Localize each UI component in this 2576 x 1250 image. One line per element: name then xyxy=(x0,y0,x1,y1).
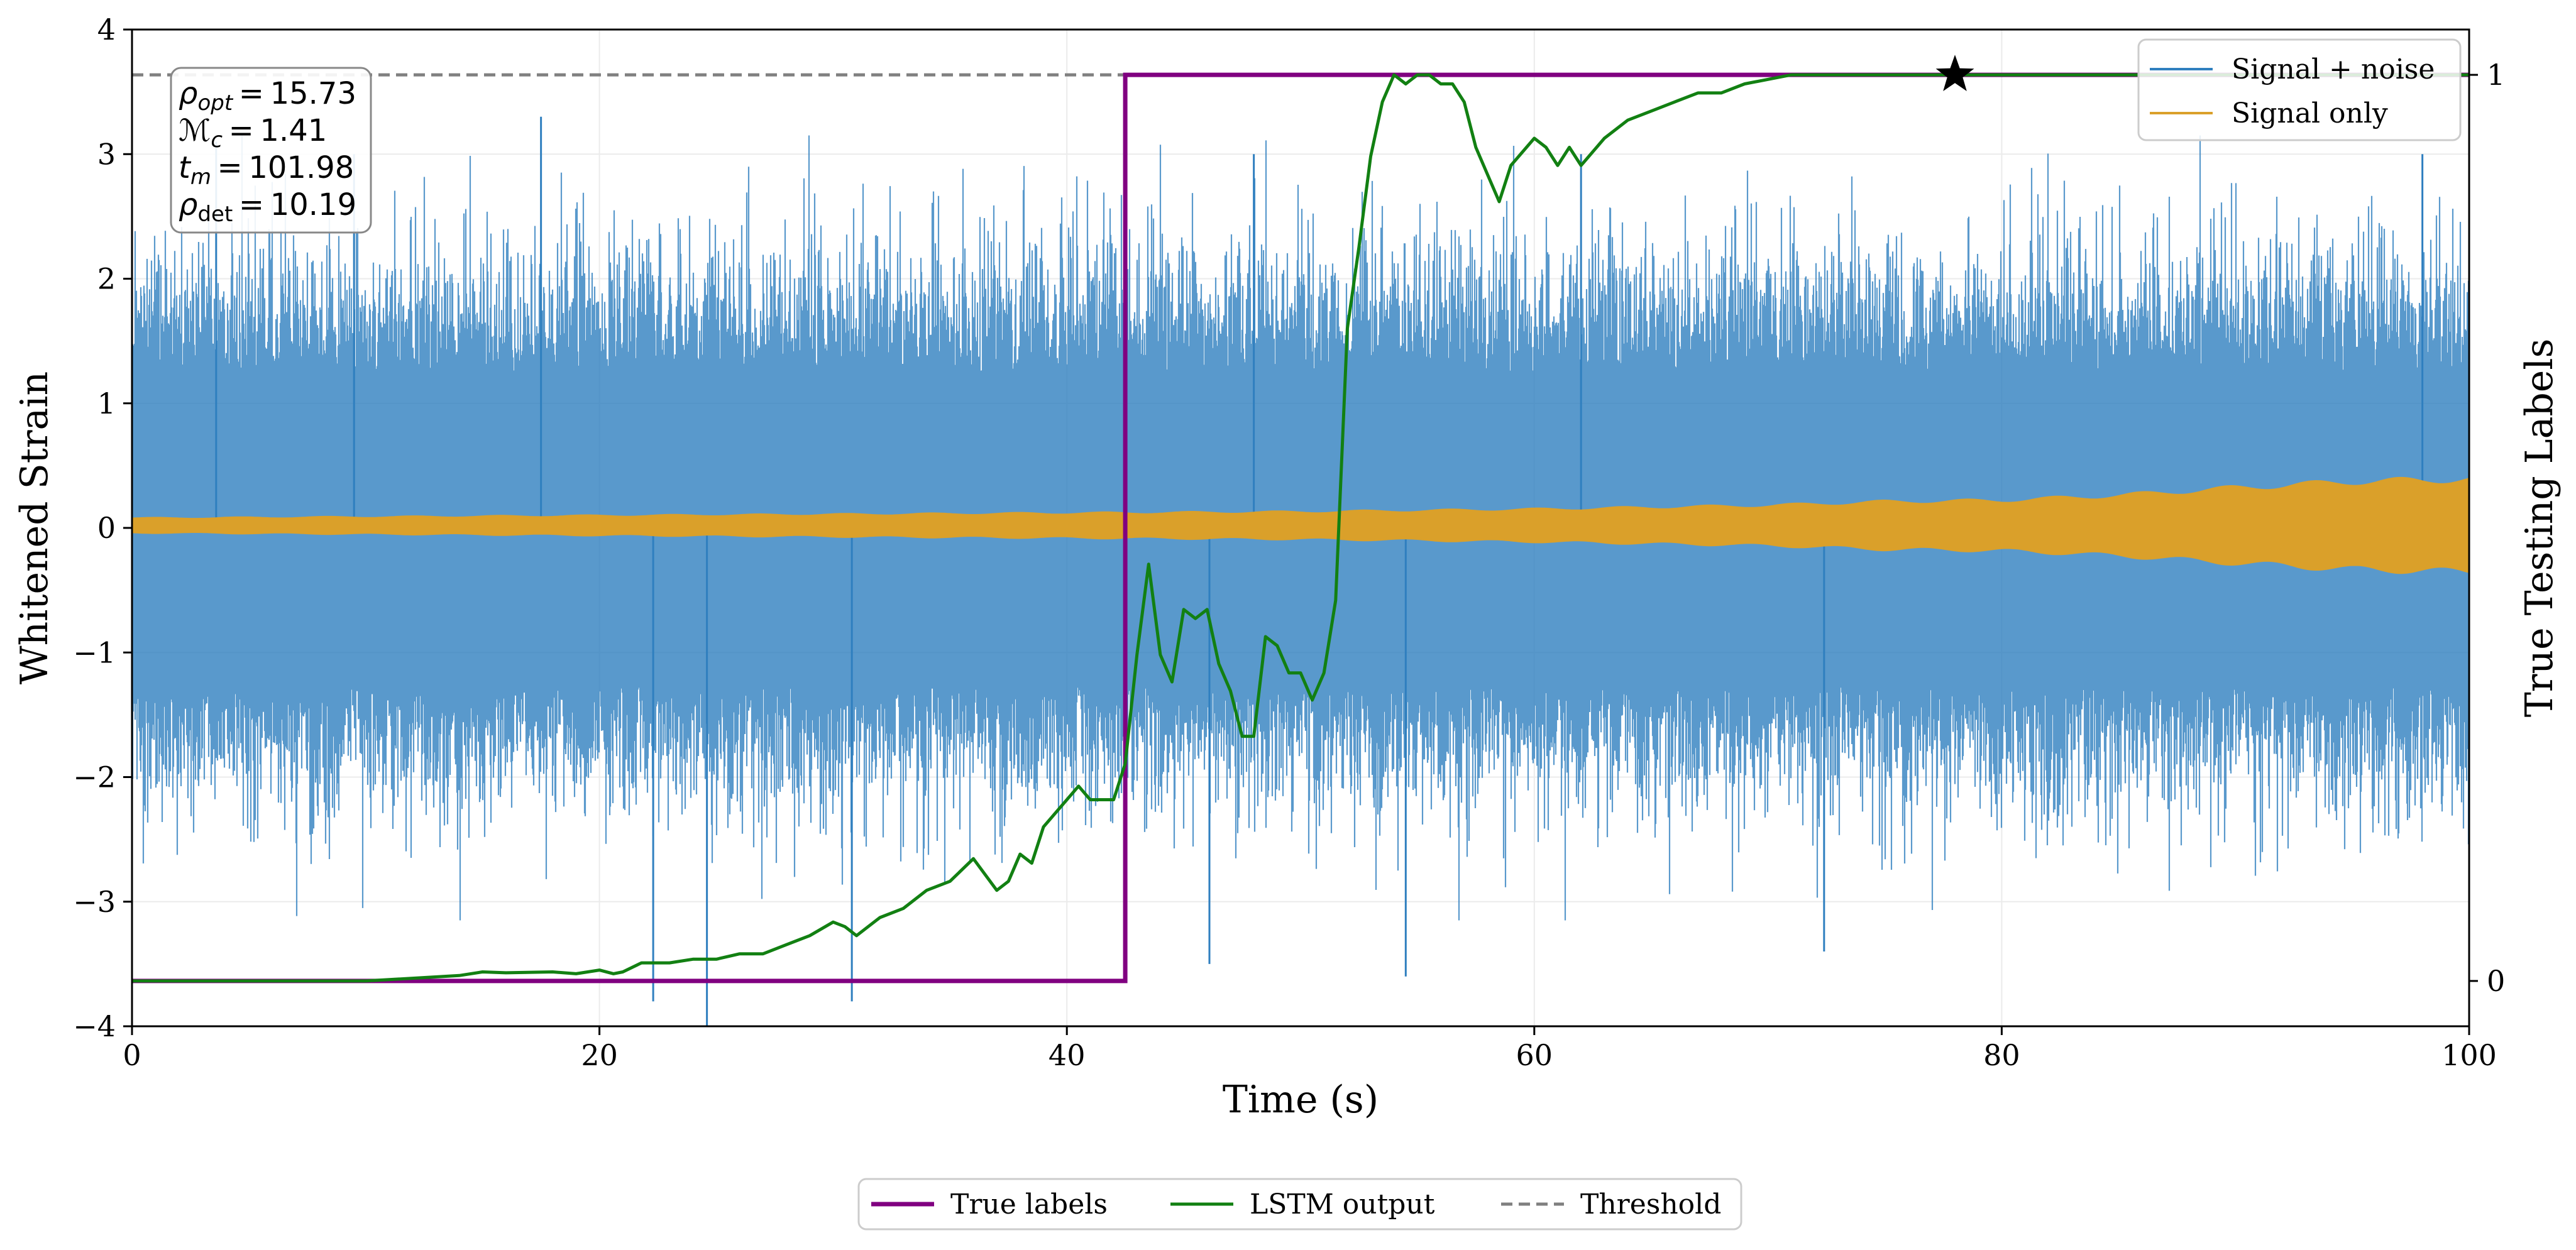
annotation-subscript: c xyxy=(211,128,223,153)
legend-bottom: True labels LSTM output Threshold xyxy=(857,1178,1742,1231)
y-axis-title-left: Whitened Strain xyxy=(13,371,57,684)
annotation-value: = 101.98 xyxy=(211,150,354,185)
legend-inside-frame xyxy=(2137,38,2462,141)
y-right-tick-label: 1 xyxy=(2487,58,2505,92)
axes: 0 20 40 60 80 100 4 3 2 1 0 −1 −2 −3 −4 1 0 xyxy=(73,13,2505,1072)
annotation-value: = 10.19 xyxy=(233,187,356,222)
y-left-tick-label: 3 xyxy=(97,137,116,171)
y-left-tick-label: −2 xyxy=(73,760,116,794)
annotation-subscript: opt xyxy=(197,90,233,116)
annotation-line: ρdet = 10.19 xyxy=(179,187,356,227)
annotation-frame xyxy=(170,67,372,234)
x-tick-label: 0 xyxy=(123,1038,141,1072)
annotation-symbol: t xyxy=(179,150,192,185)
x-axis-title: Time (s) xyxy=(1223,1078,1379,1122)
legend-below-label: Threshold xyxy=(1580,1188,1721,1220)
x-tick-label: 20 xyxy=(581,1038,618,1072)
y-left-tick-label: −4 xyxy=(73,1009,116,1043)
legend-inside-label: Signal only xyxy=(2232,97,2388,129)
legend-upper-right: Signal + noise Signal only xyxy=(2137,38,2462,141)
annotation-subscript: det xyxy=(197,202,233,227)
x-tick-label: 80 xyxy=(1983,1038,2020,1072)
y-axis-title-right: True Testing Labels xyxy=(2518,339,2562,718)
annotation-symbol: ρ xyxy=(179,187,197,222)
y-left-tick-label: 0 xyxy=(97,511,116,545)
legend-below-frame xyxy=(857,1178,1742,1231)
legend-below-label: True labels xyxy=(950,1188,1108,1220)
annotation-symbol: ℳ xyxy=(179,113,211,148)
star-marker xyxy=(1935,55,1974,91)
annotation-line: ρopt = 15.73 xyxy=(179,76,356,116)
x-tick-label: 40 xyxy=(1049,1038,1086,1072)
legend-below-label: LSTM output xyxy=(1250,1188,1435,1220)
signal-only-series xyxy=(132,476,2469,574)
y-right-tick-label: 0 xyxy=(2487,964,2505,998)
annotation-subscript: m xyxy=(190,165,211,190)
y-left-tick-label: 1 xyxy=(97,387,116,420)
annotation-line: tm = 101.98 xyxy=(179,150,354,190)
signal-plus-noise-series xyxy=(132,116,2469,1026)
annotation-value: = 1.41 xyxy=(223,113,327,148)
y-left-tick-label: 4 xyxy=(97,13,116,47)
lstm-output-line xyxy=(132,73,2469,983)
signal-envelope-path xyxy=(132,476,2469,574)
y-left-tick-label: −3 xyxy=(73,885,116,919)
star-marker-group xyxy=(1935,55,1974,91)
x-tick-label: 60 xyxy=(1516,1038,1553,1072)
y-left-tick-label: 2 xyxy=(97,262,116,296)
annotation-symbol: ρ xyxy=(179,76,197,111)
y-left-tick-label: −1 xyxy=(73,635,116,669)
annotation-line: ℳc = 1.41 xyxy=(179,113,327,153)
legend-inside-label: Signal + noise xyxy=(2232,53,2435,85)
annotation-value: = 15.73 xyxy=(233,76,356,111)
x-tick-label: 100 xyxy=(2441,1038,2497,1072)
lstm-output-series xyxy=(132,73,2469,983)
